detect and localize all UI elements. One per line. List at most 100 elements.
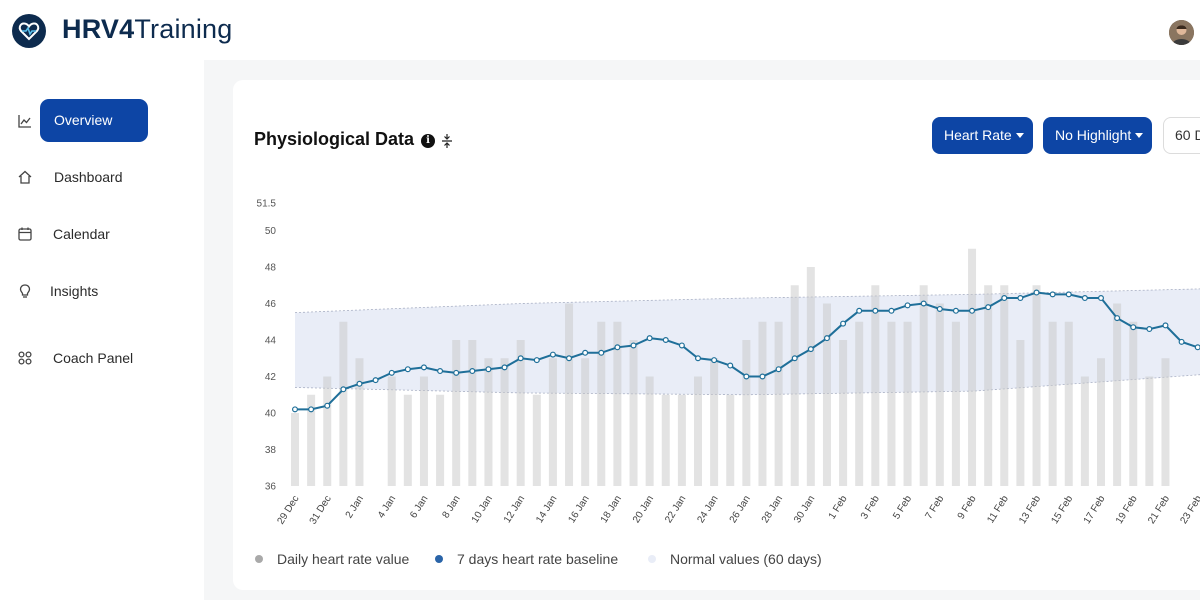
highlight-dropdown[interactable]: No Highlight: [1043, 117, 1152, 154]
baseline-point: [1162, 322, 1169, 329]
daily-hr-bar: [355, 358, 364, 486]
baseline-point: [340, 386, 347, 393]
legend-dot-normal: [648, 555, 656, 563]
baseline-point: [566, 355, 573, 362]
app-name-thin: Training: [134, 14, 233, 44]
legend-dot-baseline: [435, 555, 443, 563]
legend-label: 7 days heart rate baseline: [457, 551, 619, 567]
baseline-point: [727, 362, 734, 369]
baseline-point: [985, 304, 992, 311]
legend-item-daily[interactable]: Daily heart rate value: [255, 551, 409, 569]
daily-hr-bar: [871, 285, 880, 486]
chevron-down-icon: [1135, 133, 1144, 138]
daily-hr-bar: [710, 358, 719, 486]
daily-hr-bar: [532, 394, 541, 486]
daily-hr-bar: [403, 394, 412, 486]
daily-hr-bar: [323, 376, 332, 486]
baseline-point: [469, 368, 476, 375]
highlight-dropdown-label: No Highlight: [1055, 127, 1132, 143]
daily-hr-bar: [661, 394, 670, 486]
daily-hr-bar: [1016, 340, 1025, 486]
info-icon[interactable]: i: [421, 134, 435, 148]
baseline-point: [888, 307, 895, 314]
baseline-point: [517, 355, 524, 362]
x-tick-label: 21 Feb: [1146, 493, 1172, 526]
x-tick-label: 5 Feb: [891, 493, 914, 521]
daily-hr-bar: [419, 376, 428, 486]
baseline-point: [324, 402, 331, 409]
baseline-point: [533, 357, 540, 364]
home-icon: [18, 170, 32, 184]
baseline-point: [1097, 295, 1104, 302]
sidebar-item-calendar[interactable]: Calendar: [0, 213, 204, 257]
x-tick-label: 1 Feb: [827, 493, 850, 521]
sidebar-item-label: Insights: [50, 283, 99, 299]
daily-hr-bar: [1113, 303, 1122, 486]
baseline-point: [308, 406, 315, 413]
baseline-point: [404, 366, 411, 373]
daily-hr-bar: [806, 267, 815, 486]
baseline-point: [1001, 295, 1008, 302]
daily-hr-bar: [694, 376, 702, 486]
baseline-point: [856, 307, 863, 314]
sidebar-item-overview[interactable]: Overview: [0, 99, 204, 143]
sidebar-item-label: Overview: [54, 112, 113, 128]
baseline-point: [1146, 326, 1153, 333]
daily-hr-bar: [887, 321, 896, 486]
y-tick-label: 38: [265, 445, 277, 456]
x-tick-label: 9 Feb: [956, 493, 979, 521]
baseline-point: [1194, 344, 1200, 351]
baseline-point: [775, 366, 782, 373]
metric-dropdown[interactable]: Heart Rate: [932, 117, 1033, 154]
baseline-point: [743, 373, 750, 380]
x-tick-label: 6 Jan: [408, 494, 430, 521]
baseline-point: [807, 346, 814, 353]
daily-hr-bar: [339, 321, 348, 486]
sidebar-item-dashboard[interactable]: Dashboard: [0, 156, 204, 200]
x-tick-label: 29 Dec: [275, 494, 301, 527]
daily-hr-bar: [935, 303, 944, 486]
baseline-point: [904, 302, 911, 309]
baseline-point: [1081, 295, 1088, 302]
sidebar: Overview Dashboard Calendar Insights Coa…: [0, 60, 204, 600]
daily-hr-bar: [548, 358, 557, 486]
legend-label: Daily heart rate value: [277, 551, 410, 567]
daily-hr-bar: [452, 340, 461, 486]
x-tick-label: 2 Jan: [344, 494, 366, 521]
baseline-point: [662, 337, 669, 344]
normal-range-upper: [294, 288, 1200, 314]
app-name: HRV4Training: [62, 14, 233, 45]
legend-item-baseline[interactable]: 7 days heart rate baseline: [435, 551, 618, 569]
baseline-point: [791, 355, 798, 362]
logo-heart-icon[interactable]: [12, 14, 46, 48]
baseline-point: [292, 406, 299, 413]
daily-hr-bar: [855, 321, 864, 486]
sidebar-item-insights[interactable]: Insights: [0, 270, 204, 314]
baseline-point: [420, 364, 427, 371]
baseline-point: [501, 364, 508, 371]
baseline-point: [1033, 289, 1040, 296]
legend-item-normal[interactable]: Normal values (60 days): [648, 551, 822, 569]
baseline-point: [936, 305, 943, 312]
daily-hr-bar: [758, 321, 767, 486]
user-avatar[interactable]: [1169, 20, 1194, 45]
daily-hr-bar: [565, 303, 574, 486]
baseline-point: [952, 307, 959, 314]
baseline-point: [582, 349, 589, 356]
y-tick-label: 40: [265, 409, 277, 420]
x-tick-label: 15 Feb: [1049, 493, 1075, 526]
daily-hr-bar: [629, 340, 638, 486]
x-tick-label: 31 Dec: [308, 494, 334, 527]
calendar-icon: [18, 227, 32, 241]
sort-toggle-icon[interactable]: [441, 133, 453, 149]
range-dropdown-label: 60 D: [1175, 127, 1200, 143]
baseline-point: [1178, 338, 1185, 345]
daily-hr-bar: [468, 340, 477, 486]
range-dropdown[interactable]: 60 D: [1163, 117, 1200, 154]
baseline-point: [388, 369, 395, 376]
baseline-point: [711, 357, 718, 364]
x-tick-label: 28 Jan: [760, 494, 785, 525]
y-tick-label: 46: [265, 299, 277, 310]
sidebar-item-coach-panel[interactable]: Coach Panel: [0, 337, 204, 381]
